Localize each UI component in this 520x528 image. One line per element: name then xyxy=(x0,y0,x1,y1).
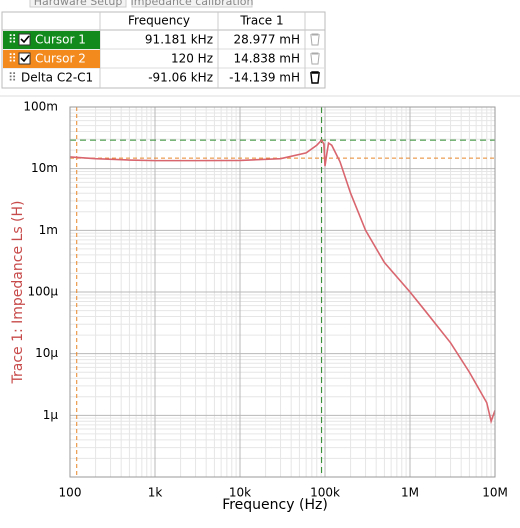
y-tick-label: 1m xyxy=(39,223,58,237)
drag-handle[interactable]: ⠿ xyxy=(8,71,17,85)
row-label: Cursor 1 xyxy=(35,33,86,47)
tab-label[interactable]: Hardware Setup xyxy=(34,0,123,8)
check xyxy=(20,35,30,44)
y-tick-label: 10µ xyxy=(35,346,58,360)
y-tick-label: 100µ xyxy=(27,285,58,299)
check xyxy=(20,54,30,63)
cell: 120 Hz xyxy=(171,52,213,66)
cursor-table: Frequency Trace 1 ⠿ ⠿ ⠿ Cursor 1 Cursor … xyxy=(1,11,326,89)
drag-handle[interactable]: ⠿ xyxy=(8,52,17,66)
plot-frame xyxy=(69,106,496,478)
y-tick-label: 10m xyxy=(31,161,58,175)
cell: 28.977 mH xyxy=(233,33,300,47)
column-header: Frequency xyxy=(128,14,190,28)
drag-handle[interactable]: ⠿ xyxy=(8,33,17,47)
x-tick-label: 100k xyxy=(310,486,340,500)
trace-line xyxy=(69,138,496,425)
y-axis-label: Trace 1: Impedance Ls (H) xyxy=(10,200,26,384)
row-label: Delta C2-C1 xyxy=(21,71,93,85)
x-tick-label: 10k xyxy=(229,486,251,500)
tab-label[interactable]: Impedance calibration xyxy=(131,0,254,8)
x-tick-label: 1k xyxy=(148,486,163,500)
column-header: Trace 1 xyxy=(239,14,283,28)
cell: 91.181 kHz xyxy=(145,33,213,47)
x-axis-label: Frequency (Hz) xyxy=(222,497,328,513)
tab[interactable] xyxy=(131,0,253,8)
cell: -14.139 mH xyxy=(229,71,300,85)
checkbox[interactable] xyxy=(18,52,31,65)
x-tick-label: 1M xyxy=(401,486,419,500)
row-label: Cursor 2 xyxy=(35,52,86,66)
cell: -91.06 kHz xyxy=(148,71,213,85)
x-tick-label: 10M xyxy=(482,486,508,500)
delete-icon[interactable] xyxy=(310,52,320,65)
delete-icon[interactable] xyxy=(310,71,320,84)
x-tick-label: 100 xyxy=(59,486,82,500)
tab[interactable] xyxy=(29,0,127,8)
cell: 14.838 mH xyxy=(233,52,300,66)
y-tick-label: 1µ xyxy=(43,408,59,422)
delete-icon[interactable] xyxy=(310,33,320,46)
y-tick-label: 100m xyxy=(23,100,58,114)
checkbox[interactable] xyxy=(18,33,31,46)
